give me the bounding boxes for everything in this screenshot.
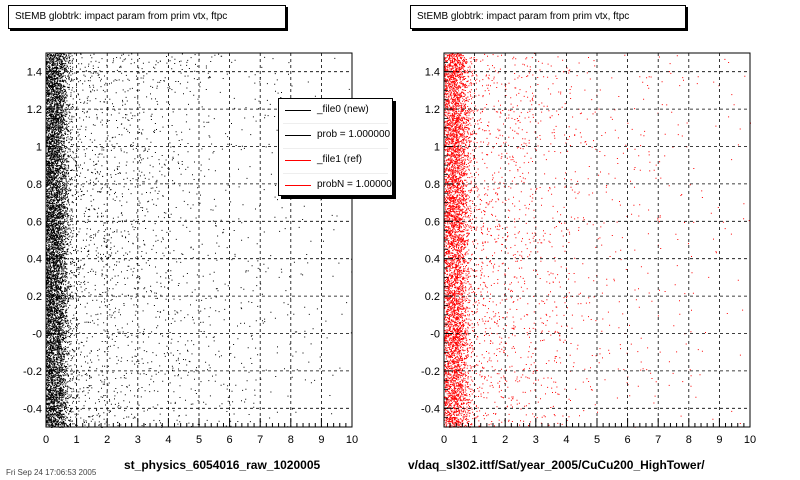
footer-timestamp: Fri Sep 24 17:06:53 2005 (6, 468, 97, 477)
legend-line-icon (285, 135, 311, 136)
plot-title-left: StEMB globtrk: impact param from prim vt… (8, 5, 286, 29)
grid (46, 53, 352, 427)
x-tick-label: 8 (686, 434, 692, 446)
x-tick-label: 1 (472, 434, 478, 446)
legend-line-icon (285, 160, 311, 161)
x-tick-label: 5 (196, 434, 202, 446)
legend-label: _file1 (ref) (317, 154, 363, 165)
y-tick-label: 0.8 (27, 179, 42, 191)
legend-separator (283, 123, 388, 124)
x-tick-label: 3 (533, 434, 539, 446)
legend: _file0 (new) prob = 1.000000 _file1 (ref… (278, 98, 393, 196)
y-tick-label: 1.4 (27, 67, 42, 79)
y-tick-label: 1.4 (425, 67, 440, 79)
x-tick-label: 4 (563, 434, 569, 446)
y-tick-label: 0.2 (425, 291, 440, 303)
x-tick-label: 8 (288, 434, 294, 446)
legend-entry-probN: probN = 1.000000 (279, 174, 393, 195)
y-tick-label: 0.6 (425, 216, 440, 228)
y-tick-label: -0.2 (23, 366, 42, 378)
grid (444, 53, 750, 427)
x-tick-label: 4 (165, 434, 171, 446)
x-tick-label: 10 (744, 434, 756, 446)
legend-label: _file0 (new) (317, 104, 369, 115)
x-tick-label: 3 (135, 434, 141, 446)
x-tick-label: 2 (104, 434, 110, 446)
x-tick-label: 2 (502, 434, 508, 446)
legend-separator (283, 173, 388, 174)
legend-entry-file0: _file0 (new) (279, 99, 392, 123)
legend-entry-file1: _file1 (ref) (279, 149, 392, 173)
x-tick-label: 0 (441, 434, 447, 446)
legend-label: probN = 1.000000 (317, 179, 393, 190)
x-tick-label: 7 (655, 434, 661, 446)
y-tick-label: 1 (434, 142, 440, 154)
x-tick-label: 1 (74, 434, 80, 446)
legend-separator (283, 148, 388, 149)
legend-label: prob = 1.000000 (317, 129, 391, 140)
y-tick-label: 0.4 (425, 254, 440, 266)
y-tick-label: 0.4 (27, 254, 42, 266)
y-tick-label: -0.4 (421, 403, 440, 415)
y-tick-label: -0 (430, 329, 440, 341)
legend-line-icon (285, 110, 311, 111)
y-tick-label: -0 (32, 329, 42, 341)
y-tick-label: -0.4 (23, 403, 42, 415)
x-tick-label: 5 (594, 434, 600, 446)
plot-title-right: StEMB globtrk: impact param from prim vt… (410, 5, 686, 29)
x-tick-label: 6 (227, 434, 233, 446)
y-tick-label: 1.2 (27, 104, 42, 116)
legend-entry-prob: prob = 1.000000 (279, 124, 392, 148)
x-axis-title-left: st_physics_6054016_raw_1020005 (124, 458, 321, 472)
x-axis-title-right: v/daq_sl302.ittf/Sat/year_2005/CuCu200_H… (408, 458, 705, 472)
legend-line-icon (285, 185, 311, 186)
x-tick-label: 9 (318, 434, 324, 446)
y-tick-label: 1 (36, 142, 42, 154)
y-tick-label: 0.6 (27, 216, 42, 228)
x-tick-label: 9 (716, 434, 722, 446)
scatter-plot-right: 0 1 2 3 4 5 6 7 8 9 10 -0.4 -0.2 -0 0.2 0.4 0.6 0.8 1 1.2 1.… (421, 52, 756, 446)
y-tick-label: 1.2 (425, 104, 440, 116)
y-tick-label: 0.2 (27, 291, 42, 303)
x-tick-label: 7 (257, 434, 263, 446)
x-tick-label: 10 (346, 434, 358, 446)
y-tick-label: 0.8 (425, 179, 440, 191)
x-tick-label: 6 (625, 434, 631, 446)
y-tick-label: -0.2 (421, 366, 440, 378)
x-tick-label: 0 (43, 434, 49, 446)
